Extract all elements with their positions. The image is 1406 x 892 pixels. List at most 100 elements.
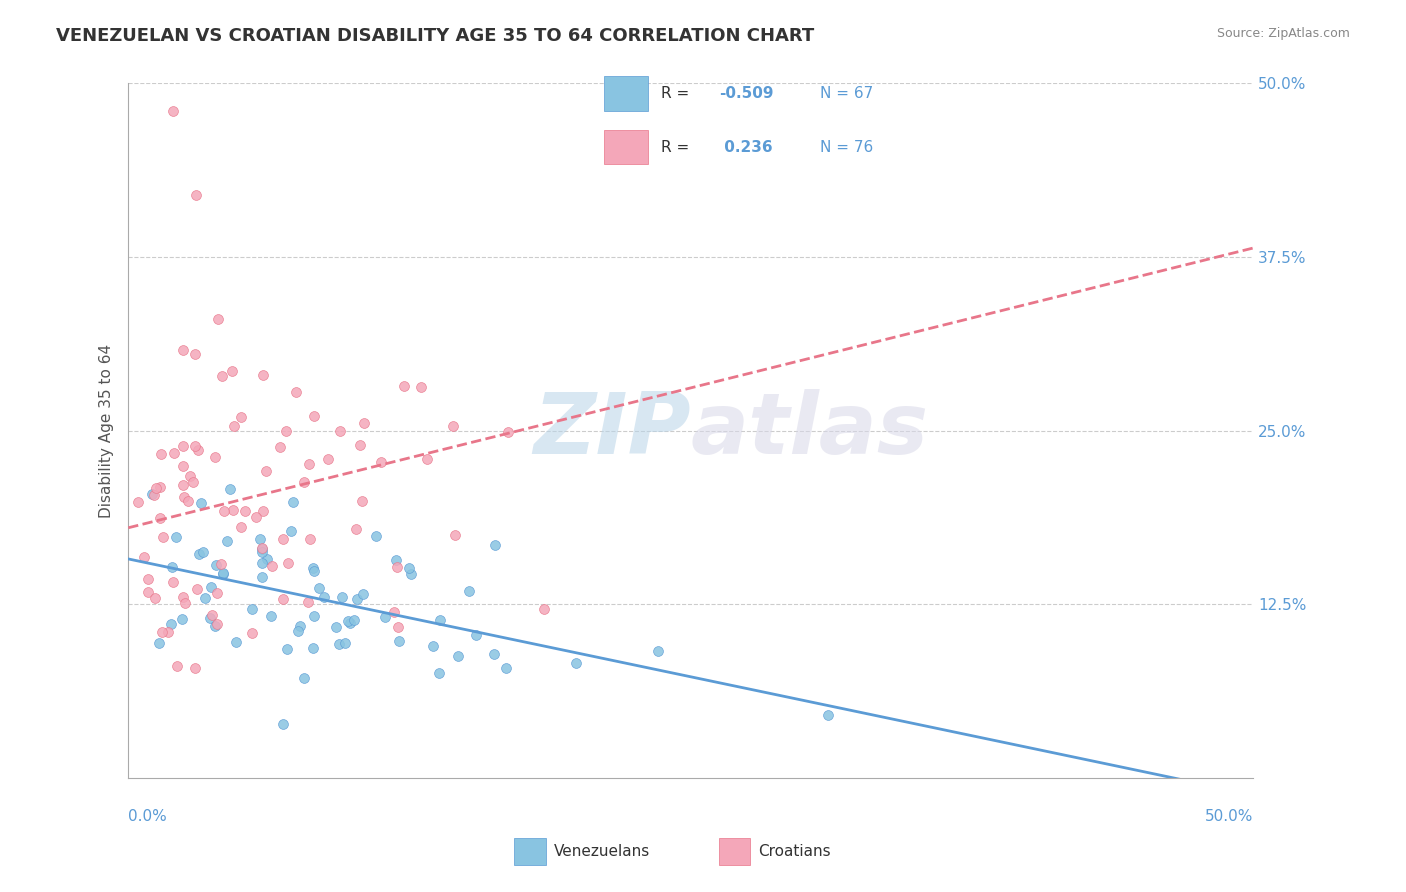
Text: N = 67: N = 67 xyxy=(820,87,873,102)
Point xyxy=(204,619,226,633)
Point xyxy=(149,480,172,494)
Text: R =: R = xyxy=(661,139,695,154)
Point xyxy=(163,446,186,460)
Point xyxy=(245,510,267,524)
Point xyxy=(240,626,263,640)
Point xyxy=(233,504,256,518)
Point xyxy=(172,343,194,358)
Point xyxy=(344,523,367,537)
Text: ZIP: ZIP xyxy=(533,389,690,472)
Point xyxy=(200,580,222,594)
Point xyxy=(271,592,294,607)
Point xyxy=(252,504,274,518)
Point xyxy=(285,385,308,400)
Point xyxy=(416,451,439,466)
Point xyxy=(533,602,555,616)
Point xyxy=(211,369,233,384)
Point xyxy=(325,620,347,634)
Point xyxy=(260,559,283,574)
Point xyxy=(250,541,273,555)
Point xyxy=(211,566,233,580)
Point xyxy=(370,455,392,469)
Point xyxy=(201,608,224,623)
Point xyxy=(152,530,174,544)
Point xyxy=(274,424,297,438)
Point xyxy=(179,469,201,483)
Point xyxy=(292,475,315,490)
Point xyxy=(352,587,374,601)
Point xyxy=(422,640,444,654)
Text: VENEZUELAN VS CROATIAN DISABILITY AGE 35 TO 64 CORRELATION CHART: VENEZUELAN VS CROATIAN DISABILITY AGE 35… xyxy=(56,27,814,45)
Point xyxy=(398,560,420,574)
Point xyxy=(382,605,405,619)
Point xyxy=(441,419,464,434)
Point xyxy=(269,440,291,454)
Point xyxy=(374,610,396,624)
Point xyxy=(298,532,321,546)
Point xyxy=(172,590,194,604)
Point xyxy=(387,559,409,574)
Point xyxy=(211,566,233,581)
Point xyxy=(207,585,229,599)
Point xyxy=(281,495,304,509)
Point xyxy=(229,409,252,424)
Point xyxy=(482,647,505,661)
FancyBboxPatch shape xyxy=(605,77,648,112)
Point xyxy=(287,624,309,638)
Text: atlas: atlas xyxy=(690,389,929,472)
Point xyxy=(212,504,235,518)
Point xyxy=(260,608,283,623)
Point xyxy=(150,625,173,640)
Point xyxy=(207,312,229,326)
Point xyxy=(240,602,263,616)
Point xyxy=(222,503,245,517)
Point xyxy=(172,458,194,473)
Point xyxy=(292,671,315,685)
Point xyxy=(342,613,364,627)
Point xyxy=(181,475,204,489)
Point xyxy=(162,104,184,119)
Point xyxy=(170,611,193,625)
Point xyxy=(250,569,273,583)
Point xyxy=(328,637,350,651)
FancyBboxPatch shape xyxy=(605,129,648,164)
Point xyxy=(160,560,183,574)
Point xyxy=(329,424,352,438)
Point xyxy=(458,583,481,598)
Point xyxy=(330,590,353,604)
Point xyxy=(280,524,302,538)
Point xyxy=(219,482,242,496)
Text: 0.0%: 0.0% xyxy=(128,809,167,824)
Point xyxy=(288,618,311,632)
Point xyxy=(249,532,271,546)
Point xyxy=(184,347,207,361)
Point xyxy=(346,592,368,607)
Point xyxy=(145,591,167,605)
Point xyxy=(297,595,319,609)
Point xyxy=(127,495,149,509)
Point xyxy=(443,528,465,542)
Point xyxy=(159,617,181,632)
Point xyxy=(221,363,243,377)
Point xyxy=(136,585,159,599)
Point xyxy=(149,447,172,461)
Point xyxy=(186,582,208,596)
Point xyxy=(225,635,247,649)
Point xyxy=(312,591,335,605)
Point xyxy=(211,557,233,571)
Point xyxy=(250,545,273,559)
Point xyxy=(162,575,184,590)
Point xyxy=(401,566,423,581)
Point xyxy=(271,532,294,546)
Point xyxy=(148,636,170,650)
Point xyxy=(190,496,212,510)
Point xyxy=(200,611,222,625)
Point xyxy=(172,477,194,491)
Point xyxy=(308,582,330,596)
Point xyxy=(143,488,166,502)
Point xyxy=(302,608,325,623)
Point xyxy=(250,556,273,570)
Text: 0.236: 0.236 xyxy=(718,139,772,154)
Point xyxy=(484,538,506,552)
Point xyxy=(333,636,356,650)
